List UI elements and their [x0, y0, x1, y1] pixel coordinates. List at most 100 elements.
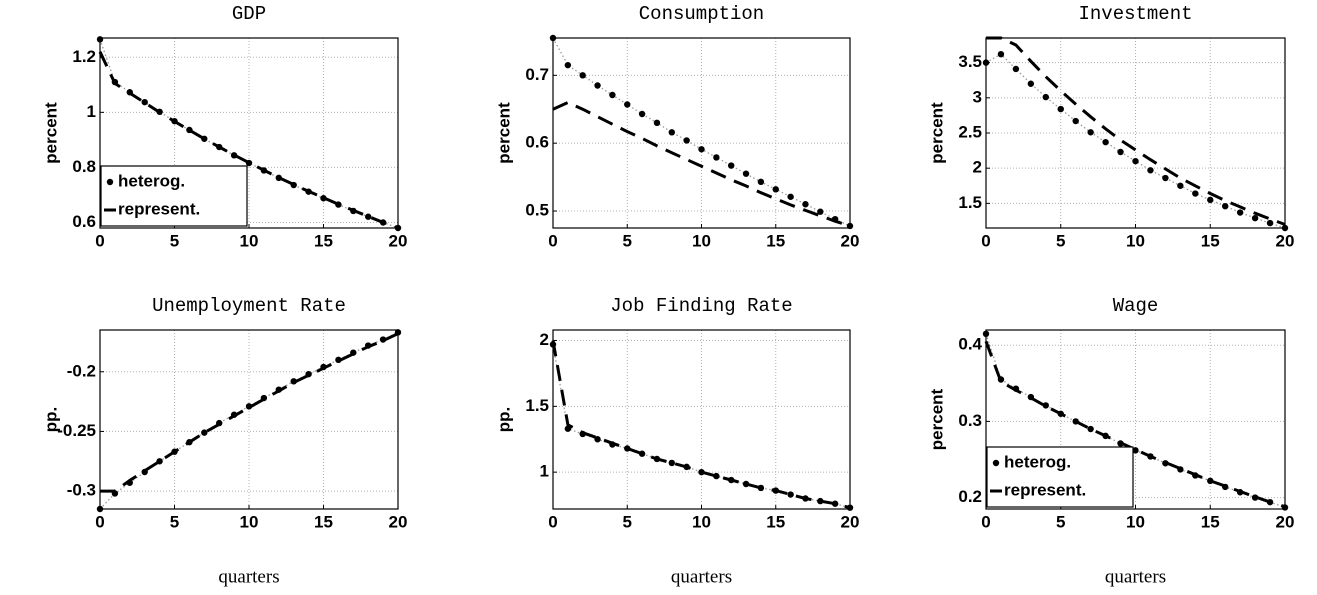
plot-area: [986, 38, 1285, 228]
data-point: [1266, 219, 1274, 227]
data-point: [579, 72, 586, 79]
x-tick-label: 5: [170, 231, 179, 250]
y-tick-label: -0.25: [57, 421, 96, 440]
y-tick-label: 1.5: [525, 396, 549, 415]
legend-label: represent.: [1004, 480, 1086, 499]
y-axis-label: pp.: [41, 407, 60, 433]
data-point: [1251, 214, 1259, 222]
axes-frame: [99, 37, 399, 229]
y-tick-label: 1: [540, 462, 549, 481]
y-tick-label: 3.5: [958, 52, 982, 71]
data-point: [698, 146, 705, 153]
data-point: [1057, 105, 1064, 113]
data-point: [683, 137, 690, 144]
series-layer: [982, 330, 1289, 511]
data-point: [982, 330, 990, 338]
y-tick-label: 0.3: [958, 411, 982, 430]
legend-label: heterog.: [118, 171, 185, 190]
subplot-title: GDP: [232, 3, 266, 25]
plot-area: [553, 38, 850, 228]
data-point: [1087, 129, 1094, 136]
data-point: [1177, 182, 1184, 189]
series-line: [98, 51, 399, 230]
data-point: [728, 162, 735, 169]
y-tick-label: -0.2: [67, 361, 96, 380]
series-line: [985, 53, 1286, 229]
x-tick-label: 0: [548, 231, 557, 250]
subplot-title: Unemployment Rate: [152, 295, 346, 317]
data-point: [594, 82, 601, 89]
subplot: 0 5 10 15 20 0.6 0.8 1 1.2 GDP percent heterog. repr…: [41, 3, 407, 250]
data-point: [802, 201, 809, 208]
subplot: 0 5 10 15 20 0.2 0.3 0.4 Wage percent quarters hete…: [927, 295, 1294, 587]
y-tick-label: 0.4: [958, 335, 982, 354]
series-layer: [549, 340, 854, 511]
data-point: [846, 222, 854, 230]
data-point: [1236, 209, 1244, 216]
y-tick-label: 1.2: [72, 47, 96, 66]
x-tick-label: 0: [95, 512, 104, 531]
y-tick-label: 1: [87, 102, 96, 121]
data-point: [772, 186, 779, 193]
x-tick-label: 20: [841, 512, 860, 531]
data-point: [156, 458, 163, 465]
axes-frame: [99, 329, 399, 510]
data-point: [594, 436, 601, 443]
x-tick-label: 10: [692, 231, 711, 250]
y-tick-label: 0.8: [72, 157, 96, 176]
data-point: [245, 403, 253, 410]
y-tick-label: 0.7: [525, 65, 549, 84]
x-tick-label: 20: [841, 231, 860, 250]
y-tick-label: 1.5: [958, 193, 982, 212]
data-point: [742, 170, 750, 177]
x-tick-label: 15: [314, 512, 333, 531]
x-axis-label: quarters: [1105, 566, 1166, 587]
data-point: [787, 193, 794, 200]
series-layer: [982, 36, 1289, 232]
legend-label: represent.: [118, 199, 200, 218]
legend: heterog. represent.: [100, 165, 248, 227]
y-tick-label: 2: [973, 158, 982, 177]
x-tick-label: 0: [981, 512, 990, 531]
x-tick-label: 20: [389, 512, 408, 531]
y-tick-label: 0.2: [958, 487, 982, 506]
x-tick-label: 20: [1276, 512, 1295, 531]
data-point: [549, 34, 557, 42]
data-point: [713, 154, 720, 161]
y-tick-label: 0.6: [525, 133, 549, 152]
subplot: 0 5 10 15 20 0.5 0.6 0.7 Consumption percent: [494, 3, 859, 250]
series-line: [986, 36, 1286, 226]
legend-marker: [992, 459, 1000, 467]
data-point: [1012, 65, 1020, 73]
data-point: [638, 110, 646, 118]
data-point: [1132, 157, 1139, 165]
axes-frame: [985, 37, 1286, 229]
x-tick-label: 20: [1276, 231, 1295, 250]
series-line: [984, 340, 1286, 509]
series-layer: [549, 34, 854, 230]
subplot: 0 5 10 15 20 1 1.5 2 Job Finding Rate pp. quarters: [494, 295, 859, 587]
axes-frame: [552, 37, 851, 229]
data-point: [564, 61, 572, 69]
legend-box: [986, 446, 1134, 508]
subplot-title: Investment: [1078, 3, 1192, 25]
subplot: 0 5 10 15 20 -0.3 -0.25 -0.2 Unemployment Rate pp…: [41, 295, 407, 587]
data-point: [1222, 202, 1229, 210]
data-point: [997, 50, 1005, 58]
legend-marker: [106, 178, 114, 186]
y-axis-label: percent: [41, 102, 60, 164]
x-tick-label: 10: [1126, 512, 1145, 531]
x-tick-label: 5: [170, 512, 179, 531]
x-tick-label: 10: [240, 231, 259, 250]
data-point: [668, 459, 675, 467]
x-axis-label: quarters: [218, 566, 279, 587]
data-point: [1162, 174, 1169, 182]
x-tick-label: 0: [981, 231, 990, 250]
y-tick-label: -0.3: [67, 481, 96, 500]
data-point: [982, 59, 990, 66]
axes-frame: [552, 329, 851, 510]
x-tick-label: 0: [95, 231, 104, 250]
plot-area: [100, 330, 398, 509]
data-point: [1117, 148, 1124, 156]
